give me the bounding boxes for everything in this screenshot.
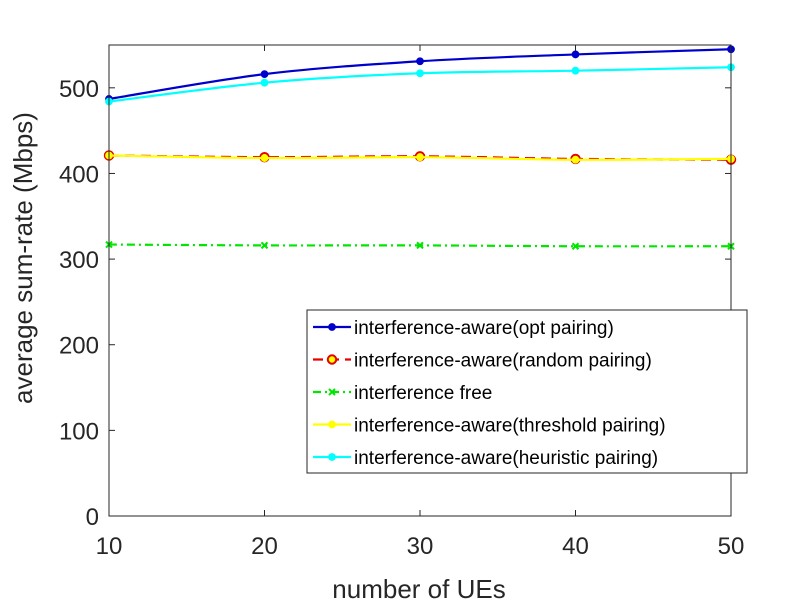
x-tick-label: 40 [562, 533, 589, 560]
data-point [416, 241, 424, 250]
legend-marker [328, 323, 336, 331]
data-point [416, 69, 424, 78]
legend-marker [328, 453, 336, 461]
x-tick-label: 50 [718, 533, 745, 560]
series-4 [105, 151, 735, 164]
data-point [260, 241, 269, 250]
legend: interference-aware(opt pairing) interfere… [306, 309, 748, 474]
legend-entry: interference free [313, 383, 492, 404]
data-point [571, 50, 580, 59]
data-point [416, 57, 424, 66]
x-axis-title: number of UEs [332, 574, 505, 604]
legend-entry: interference-aware(opt pairing) [313, 318, 614, 339]
data-point [416, 153, 424, 162]
y-tick-label: 0 [86, 504, 99, 531]
data-point [260, 78, 269, 87]
data-point [571, 155, 580, 164]
legend-box [306, 309, 748, 474]
legend-label: interference free [354, 383, 492, 404]
legend-marker [328, 388, 336, 396]
data-point [571, 66, 580, 75]
y-axis-title: average sum-rate (Mbps) [8, 112, 38, 404]
legend-label: interference-aware(random pairing) [354, 351, 652, 372]
x-tick-label: 10 [96, 533, 123, 560]
y-tick-label: 300 [59, 247, 99, 274]
y-tick-label: 500 [59, 76, 99, 103]
series-3 [105, 240, 735, 250]
legend-label: interference-aware(threshold pairing) [354, 416, 666, 437]
y-tick-label: 200 [59, 333, 99, 360]
data-point [260, 70, 269, 79]
series-1 [105, 45, 735, 103]
legend-entry: interference-aware(threshold pairing) [313, 416, 666, 437]
series-layer [103, 45, 737, 250]
x-tick-label: 30 [407, 533, 434, 560]
x-tick-label: 20 [251, 533, 278, 560]
legend-entry: interference-aware(random pairing) [313, 351, 652, 372]
y-tick-label: 400 [59, 161, 99, 188]
legend-label: interference-aware(opt pairing) [354, 318, 614, 339]
legend-label: interference-aware(heuristic pairing) [354, 448, 658, 469]
legend-marker [328, 420, 336, 429]
legend-marker [326, 354, 338, 365]
legend-entry: interference-aware(heuristic pairing) [313, 448, 658, 469]
y-tick-label: 100 [59, 418, 99, 445]
data-point [260, 154, 269, 162]
data-point [571, 242, 580, 250]
